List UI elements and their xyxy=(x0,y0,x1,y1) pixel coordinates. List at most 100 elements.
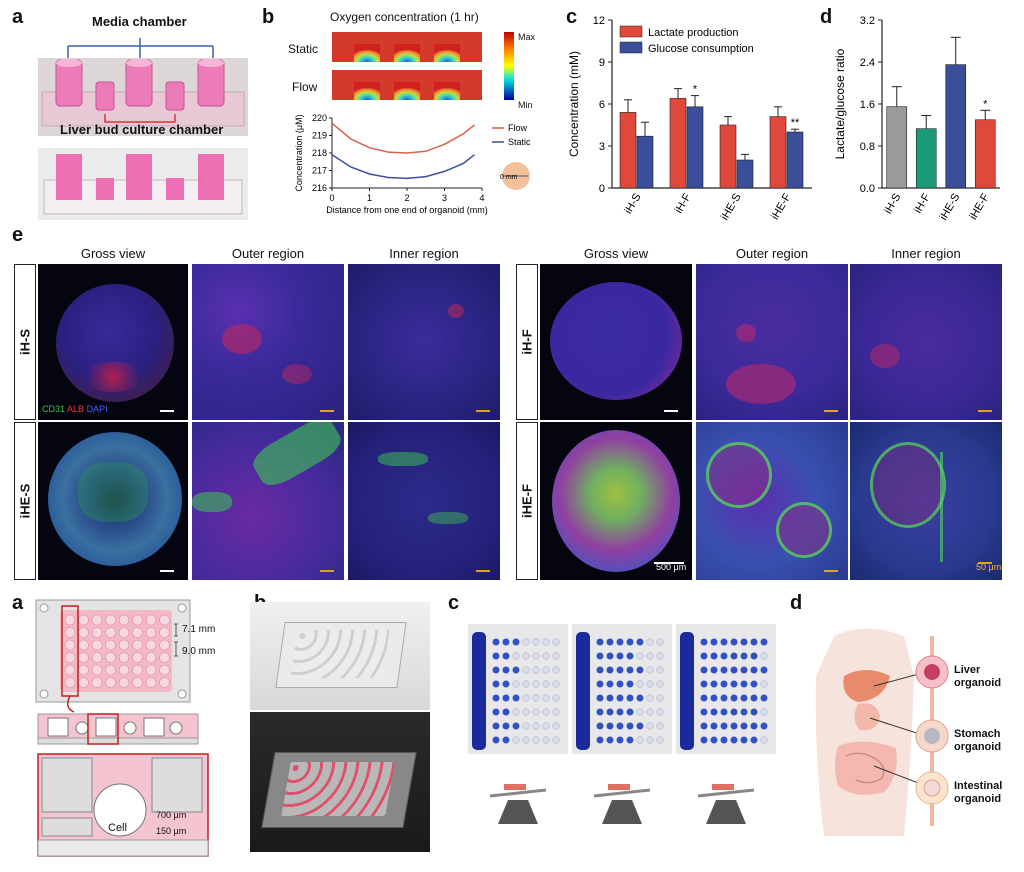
colorbar-max: Max xyxy=(518,32,536,42)
panel-label-e: e xyxy=(12,224,24,246)
rocker-platform xyxy=(489,788,547,798)
plate-well xyxy=(78,664,89,676)
plate-well xyxy=(636,652,644,660)
legend-swatch xyxy=(619,41,643,54)
y-tick-label: 217 xyxy=(312,166,327,176)
series-line-static xyxy=(331,154,475,180)
plate-well xyxy=(750,694,758,702)
plate-well xyxy=(78,614,89,626)
plate-well xyxy=(636,722,644,730)
plate-well xyxy=(532,680,540,688)
plate-well xyxy=(646,694,654,702)
plate-well xyxy=(492,736,500,744)
row-label-ihe-s: iHE-S xyxy=(14,422,36,580)
x-tick-label: iH-F xyxy=(673,191,694,215)
col-header-gross-right: Gross view xyxy=(583,246,649,261)
plate-well xyxy=(542,722,550,730)
plate-well xyxy=(636,694,644,702)
plate-well xyxy=(626,736,634,744)
bar xyxy=(974,119,996,189)
plate-well xyxy=(750,736,758,744)
bottom-panel-label-d: d xyxy=(790,592,803,614)
plate-well xyxy=(64,677,76,688)
series-line-flow xyxy=(331,122,475,154)
plate-well xyxy=(78,627,89,638)
plate-well xyxy=(502,666,510,674)
plate-well xyxy=(700,680,708,688)
micrograph-ihe-s-gross xyxy=(38,422,188,580)
plate-well xyxy=(91,614,103,626)
plate-well xyxy=(132,639,143,651)
y-axis-label: Concentration (mM) xyxy=(567,51,581,157)
plate-well xyxy=(492,666,500,674)
multi-organ-illustration xyxy=(815,628,949,836)
rocker-plate xyxy=(504,784,526,790)
plate-well xyxy=(132,677,143,688)
bar-lactate-production xyxy=(769,116,787,189)
plate-well xyxy=(700,666,708,674)
plate-dim-9-0mm: 9.0 mm xyxy=(182,646,216,657)
plate-well xyxy=(636,708,644,716)
plate-well xyxy=(542,694,550,702)
y-axis-label: Concentration (μM) xyxy=(294,114,304,191)
plate-well xyxy=(720,680,728,688)
bar-glucose-consumption xyxy=(736,159,754,189)
plate-well xyxy=(159,639,170,651)
row-label-ihe-f: iHE-F xyxy=(516,422,538,580)
plate-well xyxy=(636,666,644,674)
y-tick-label: 0.8 xyxy=(860,141,875,153)
plate-well xyxy=(118,614,130,626)
plate-well xyxy=(616,680,624,688)
plate-well xyxy=(740,680,748,688)
plate-well xyxy=(522,652,530,660)
plate-well xyxy=(64,639,76,651)
plate-well xyxy=(616,736,624,744)
x-tick-label: iH-F xyxy=(912,191,933,215)
plate-well xyxy=(512,708,520,716)
plate-well xyxy=(512,638,520,646)
plate-well xyxy=(512,666,520,674)
plate-well xyxy=(552,736,560,744)
y-axis-label: Lactate/glucose ratio xyxy=(833,48,847,159)
plate-well xyxy=(730,666,738,674)
bar-lactate-production xyxy=(669,98,687,189)
plate-well xyxy=(646,666,654,674)
reservoir xyxy=(680,632,694,750)
plate-well xyxy=(720,638,728,646)
plate-dim-7-1mm: 7.1 mm xyxy=(182,624,216,635)
micrograph-ihe-f-outer xyxy=(696,422,848,580)
plate-well xyxy=(596,736,604,744)
panel-label-a: a xyxy=(12,6,24,28)
plate-well xyxy=(720,708,728,716)
plate-well xyxy=(596,638,604,646)
plate-well xyxy=(532,638,540,646)
plate-well xyxy=(760,708,768,716)
stain-legend: CD31 ALB DAPI xyxy=(42,404,108,414)
plate-well xyxy=(145,664,157,676)
dim-700um: 700 μm xyxy=(156,810,187,820)
plate-well xyxy=(700,708,708,716)
plate-well xyxy=(502,694,510,702)
inset-label: 0 mm xyxy=(500,174,518,181)
liver-bud-chamber-label: Liver bud culture chamber xyxy=(60,122,224,137)
plate-well xyxy=(91,627,103,638)
bar-lactate-production xyxy=(719,124,737,189)
oxygen-heatmap xyxy=(332,32,514,100)
significance-mark: * xyxy=(693,84,698,96)
plate-well xyxy=(760,722,768,730)
plate-well xyxy=(105,652,116,663)
micrograph-ih-f-outer xyxy=(696,264,848,420)
plate-well xyxy=(656,652,664,660)
plate-well xyxy=(132,664,143,676)
plate-well xyxy=(552,652,560,660)
plate-well xyxy=(118,664,130,676)
panel-label-d: d xyxy=(820,6,833,28)
y-tick-label: 220 xyxy=(312,113,327,123)
plate-well xyxy=(132,652,143,663)
panel-label-b: b xyxy=(262,6,275,28)
x-axis-label: Distance from one end of organoid (mm) xyxy=(326,205,488,215)
plate-well xyxy=(492,694,500,702)
x-tick-label: 0 xyxy=(329,193,334,203)
plate-well xyxy=(492,722,500,730)
plate-well xyxy=(132,614,143,626)
